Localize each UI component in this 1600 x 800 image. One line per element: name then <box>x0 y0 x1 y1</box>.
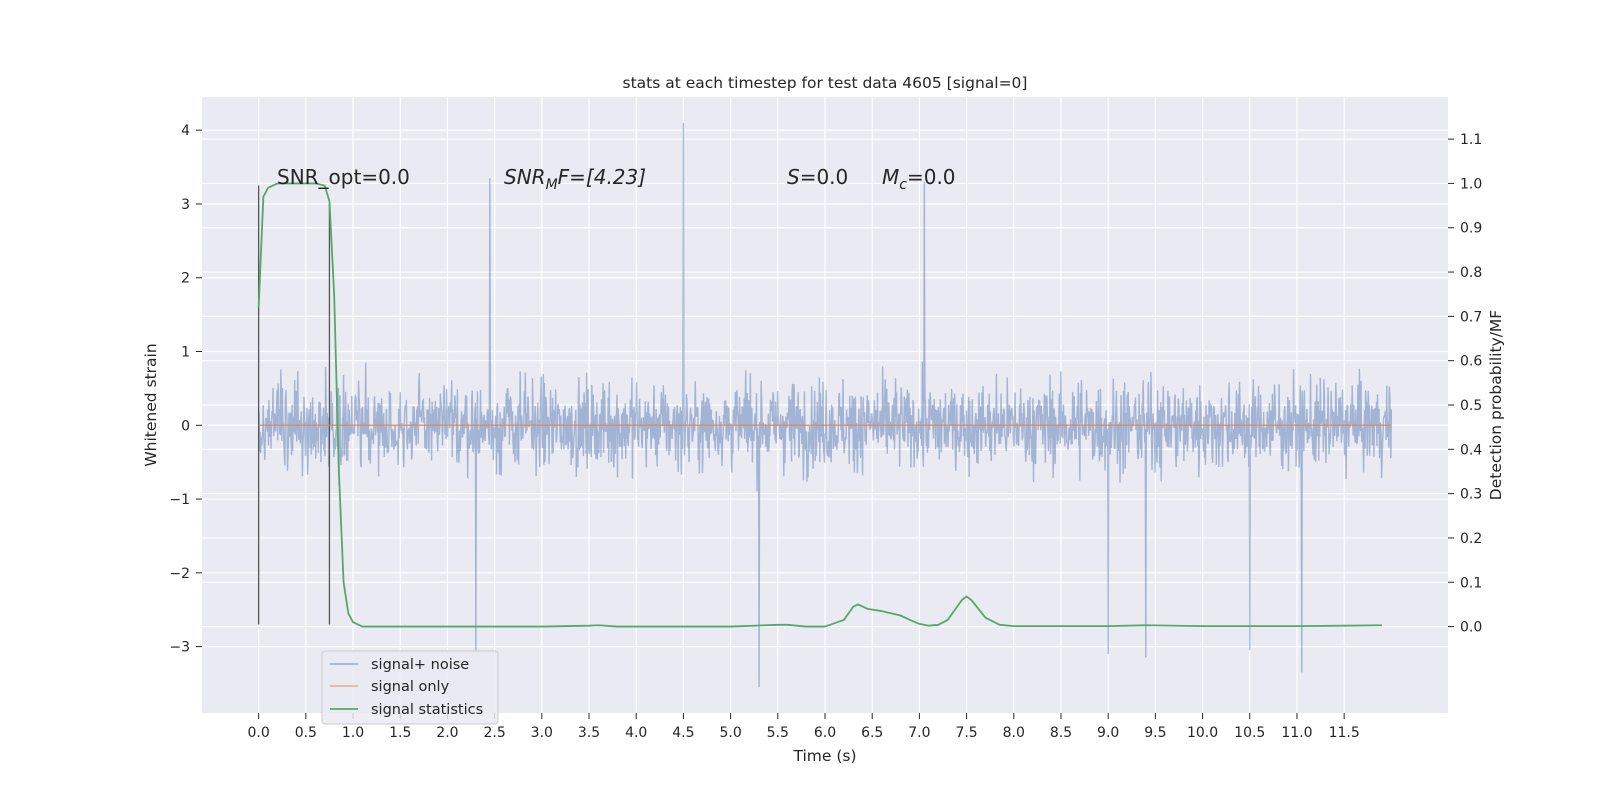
y-left-tick-label-7: 4 <box>181 123 190 139</box>
x-tick-label-8: 4.0 <box>625 725 647 741</box>
y-right-tick-label-1: 0.1 <box>1460 575 1482 591</box>
x-tick-label-12: 6.0 <box>814 725 836 741</box>
y-right-tick-label-8: 0.8 <box>1460 265 1482 281</box>
y-left-tick-label-4: 1 <box>181 345 190 361</box>
x-tick-label-7: 3.5 <box>578 725 600 741</box>
y-left-tick-label-3: 0 <box>181 418 190 434</box>
y-left-tick-label-1: −2 <box>169 566 190 582</box>
grid <box>202 97 1448 713</box>
x-tick-label-18: 9.0 <box>1097 725 1119 741</box>
y-left-tick-label-0: −3 <box>169 640 190 656</box>
y-right-tick-label-6: 0.6 <box>1460 354 1482 370</box>
y-right-tick-label-10: 1.0 <box>1460 176 1482 192</box>
series-signal-noise-line <box>257 122 1393 688</box>
x-tick-label-11: 5.5 <box>767 725 789 741</box>
x-tick-label-0: 0.0 <box>248 725 270 741</box>
x-tick-label-17: 8.5 <box>1050 725 1072 741</box>
x-tick-label-2: 1.0 <box>342 725 364 741</box>
annotation-snr-mf: SNRMF=[4.23] <box>504 165 646 193</box>
y-left-tick-label-2: −1 <box>169 492 190 508</box>
axis-ticks: 0.0 0.5 1.0 1.5 2.0 2.5 3.0 3.5 4.0 4.5 5.0 5.5 6.0 6… <box>169 123 1482 741</box>
legend-label-noise: signal+ noise <box>371 657 469 673</box>
x-tick-label-6: 3.0 <box>531 725 553 741</box>
y-right-tick-label-2: 0.2 <box>1460 531 1482 547</box>
x-tick-label-19: 9.5 <box>1144 725 1166 741</box>
x-axis-label: Time (s) <box>792 747 856 765</box>
x-tick-label-1: 0.5 <box>295 725 317 741</box>
chart-title: stats at each timestep for test data 460… <box>623 74 1028 92</box>
annotation-mc: Mc=0.0 <box>882 165 956 193</box>
legend: signal+ noise signal only signal statist… <box>321 650 499 725</box>
legend-box <box>321 650 499 725</box>
line-series <box>257 182 1392 628</box>
series-signal-statistics-line <box>257 182 1382 628</box>
x-tick-label-4: 2.0 <box>436 725 458 741</box>
y-right-tick-label-5: 0.5 <box>1460 398 1482 414</box>
x-tick-label-23: 11.5 <box>1329 725 1360 741</box>
annotation-snr-opt: SNR_opt=0.0 <box>277 165 410 189</box>
y-right-tick-label-11: 1.1 <box>1460 132 1482 148</box>
y-axis-label-left: Whitened strain <box>142 343 160 466</box>
legend-label-signal: signal only <box>371 679 450 695</box>
legend-label-statistics: signal statistics <box>371 702 483 718</box>
y-left-tick-label-5: 2 <box>181 271 190 287</box>
annotation-s: S=0.0 <box>787 165 848 189</box>
x-tick-label-5: 2.5 <box>483 725 505 741</box>
y-right-tick-label-7: 0.7 <box>1460 309 1482 325</box>
x-tick-label-16: 8.0 <box>1003 725 1025 741</box>
x-tick-label-20: 10.0 <box>1187 725 1218 741</box>
y-left-tick-label-6: 3 <box>181 197 190 213</box>
x-tick-label-14: 7.0 <box>908 725 930 741</box>
x-tick-label-9: 4.5 <box>672 725 694 741</box>
x-tick-label-21: 10.5 <box>1234 725 1265 741</box>
x-tick-label-10: 5.0 <box>719 725 741 741</box>
y-right-tick-label-3: 0.3 <box>1460 487 1482 503</box>
x-tick-label-15: 7.5 <box>955 725 977 741</box>
marker-lines <box>257 185 331 625</box>
x-tick-label-3: 1.5 <box>389 725 411 741</box>
y-right-tick-label-4: 0.4 <box>1460 442 1482 458</box>
signal-noise-series <box>257 122 1393 688</box>
y-axis-label-right: Detection probability/MF <box>1487 310 1505 501</box>
x-tick-label-22: 11.0 <box>1281 725 1312 741</box>
y-right-tick-label-0: 0.0 <box>1460 620 1482 636</box>
x-tick-label-13: 6.5 <box>861 725 883 741</box>
annotations: SNR_opt=0.0 SNRMF=[4.23] S=0.0 Mc=0.0 <box>277 165 956 193</box>
y-right-tick-label-9: 0.9 <box>1460 221 1482 237</box>
